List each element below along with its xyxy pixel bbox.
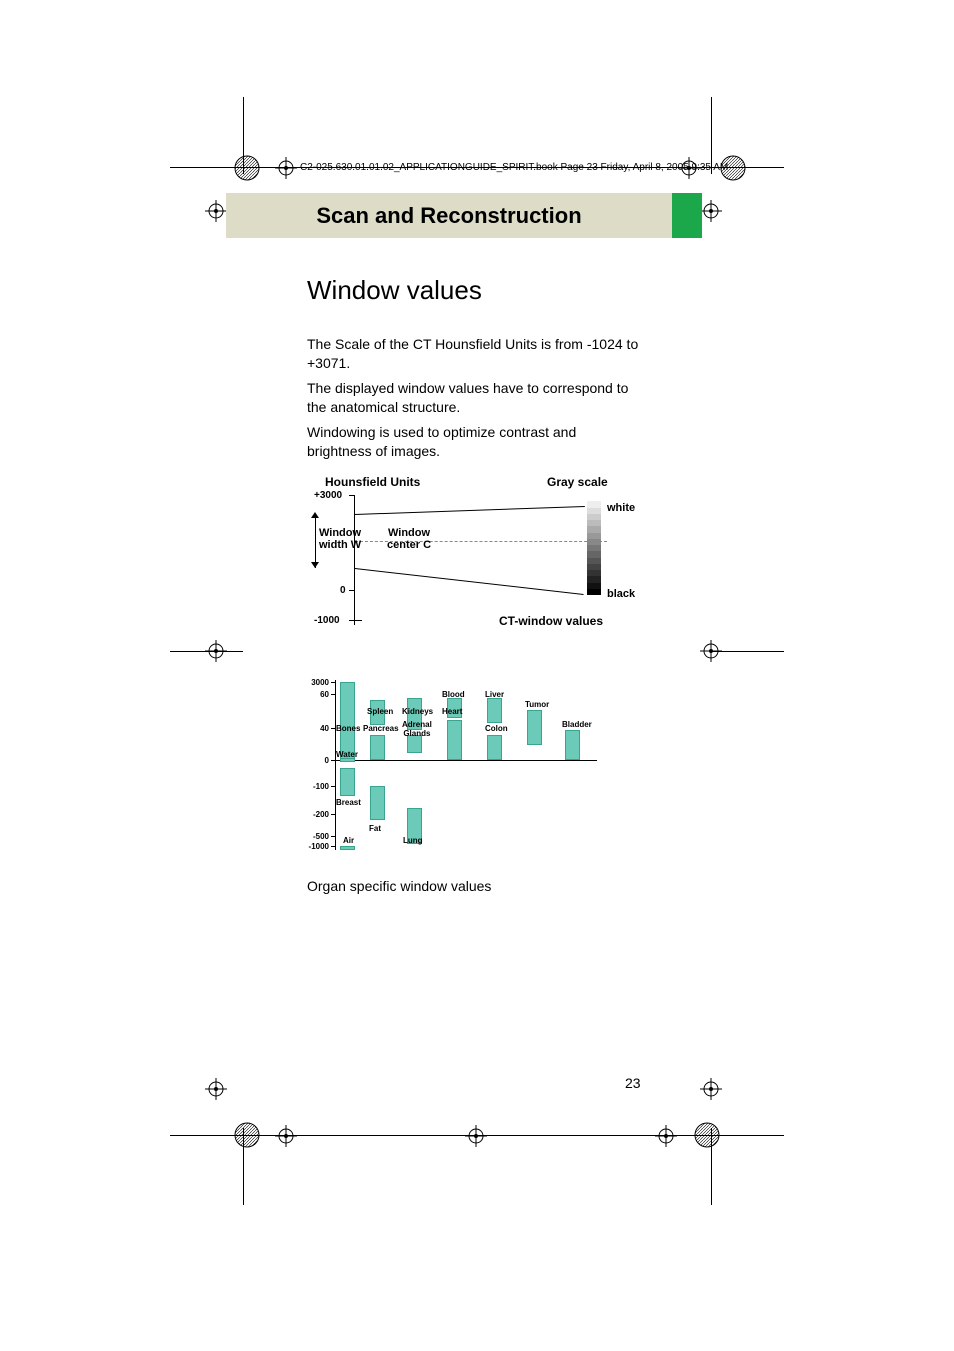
section-heading: Window values [307,275,482,306]
axis-tick [331,836,335,837]
registration-target-icon [700,640,722,662]
header-filename: C2-025.630.01.01.02_APPLICATIONGUIDE_SPI… [300,162,728,173]
registration-target-icon [655,1125,677,1147]
axis [335,760,597,761]
registration-target-icon [205,200,227,222]
axis-label: -500 [307,832,329,841]
organ-label: Heart [442,707,462,716]
organ-label: AdrenalGlands [402,720,432,738]
body-paragraph: Windowing is used to optimize contrast a… [307,423,642,461]
organ-label: Air [343,836,354,845]
registration-target-icon [275,1125,297,1147]
organ-label: Tumor [525,700,549,709]
organ-bar [370,735,385,760]
organ-label: Water [336,750,358,759]
axis-label: 0 [307,756,329,765]
organ-label: Bladder [562,720,592,729]
axis-tick [331,786,335,787]
chapter-title: Scan and Reconstruction [316,203,581,229]
registration-target-icon [275,157,297,179]
body-paragraph: The Scale of the CT Hounsfield Units is … [307,335,642,373]
hatched-circle-icon [234,155,260,181]
axis [335,680,336,850]
diagram-label: black [607,588,635,600]
axis-tick [349,590,354,591]
organ-bar [487,698,502,723]
axis-tick [354,620,362,621]
organ-label: Breast [336,798,361,807]
organ-hu-chart: 3000 60 40 0 -100 -200 -500-1000 Bones Water Sple… [307,680,607,855]
arrow-down-icon [311,562,319,568]
organ-bar [340,682,355,760]
registration-target-icon [465,1125,487,1147]
organ-bar [340,846,355,850]
axis-tick [331,760,335,761]
diagram-label: Windowwidth W [319,527,361,551]
grayscale-bar [587,495,601,595]
axis-label: 3000 [307,678,329,687]
axis-tick [331,846,335,847]
chapter-banner: Scan and Reconstruction [226,193,672,238]
body-paragraph: The displayed window values have to corr… [307,379,642,417]
organ-label: Fat [369,824,381,833]
diagram-caption: CT-window values [499,614,603,628]
axis-tick [331,694,335,695]
registration-target-icon [700,200,722,222]
organ-label: Pancreas [363,724,399,733]
banner-accent [672,193,702,238]
axis-label: +3000 [314,490,342,501]
organ-bar [527,710,542,745]
axis-tick [349,495,354,496]
axis-label: -1000 [314,615,340,626]
page: C2-025.630.01.01.02_APPLICATIONGUIDE_SPI… [0,0,954,1351]
axis-tick [331,814,335,815]
organ-label: Colon [485,724,508,733]
axis-tick [331,682,335,683]
axis-tick [331,728,335,729]
organ-bar [447,720,462,760]
ct-window-diagram: Hounsfield Units Gray scale +3000 0 -100… [307,470,647,635]
axis-label: 60 [307,690,329,699]
registration-target-icon [700,1078,722,1100]
page-number: 23 [625,1075,641,1091]
axis-label: -200 [307,810,329,819]
axis-label: 0 [340,585,346,596]
registration-target-icon [205,1078,227,1100]
organ-label: Spleen [367,707,393,716]
axis-label: -1000 [307,842,329,851]
hatched-circle-icon [234,1122,260,1148]
organ-bar [340,768,355,796]
diagram-label: white [607,502,635,514]
organ-bar [370,786,385,820]
organ-label: Kidneys [402,707,433,716]
organ-label: Liver [485,690,504,699]
diagram-label: Windowcenter C [387,527,431,551]
axis-label: -100 [307,782,329,791]
diagram-label: Gray scale [547,475,608,489]
organ-bar [487,735,502,760]
organ-label: Lung [403,836,423,845]
figure-caption: Organ specific window values [307,878,491,894]
diagram-label: Hounsfield Units [325,475,420,489]
organ-bar [565,730,580,760]
diagram-line [355,568,584,595]
organ-label: Blood [442,690,465,699]
hatched-circle-icon [694,1122,720,1148]
diagram-line [355,506,585,515]
organ-label: Bones [336,724,360,733]
axis-label: 40 [307,724,329,733]
width-indicator [315,514,316,568]
arrow-up-icon [311,512,319,518]
registration-target-icon [205,640,227,662]
